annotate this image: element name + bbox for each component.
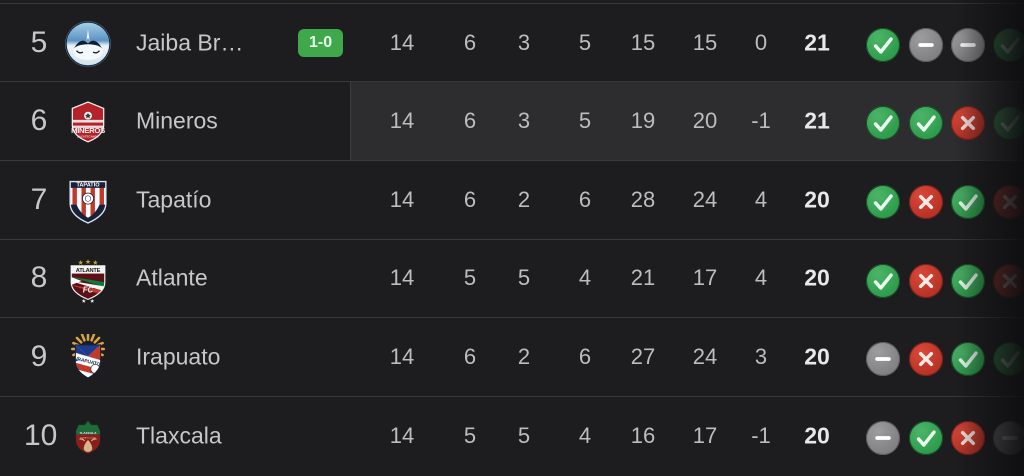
svg-text:TLAXCALA: TLAXCALA [79, 430, 97, 434]
svg-text:ZACATECANOS: ZACATECANOS [77, 134, 99, 138]
svg-text:ATLANTE: ATLANTE [76, 267, 101, 273]
svg-text:FC: FC [83, 285, 94, 294]
svg-text:MINEROS: MINEROS [71, 126, 105, 135]
